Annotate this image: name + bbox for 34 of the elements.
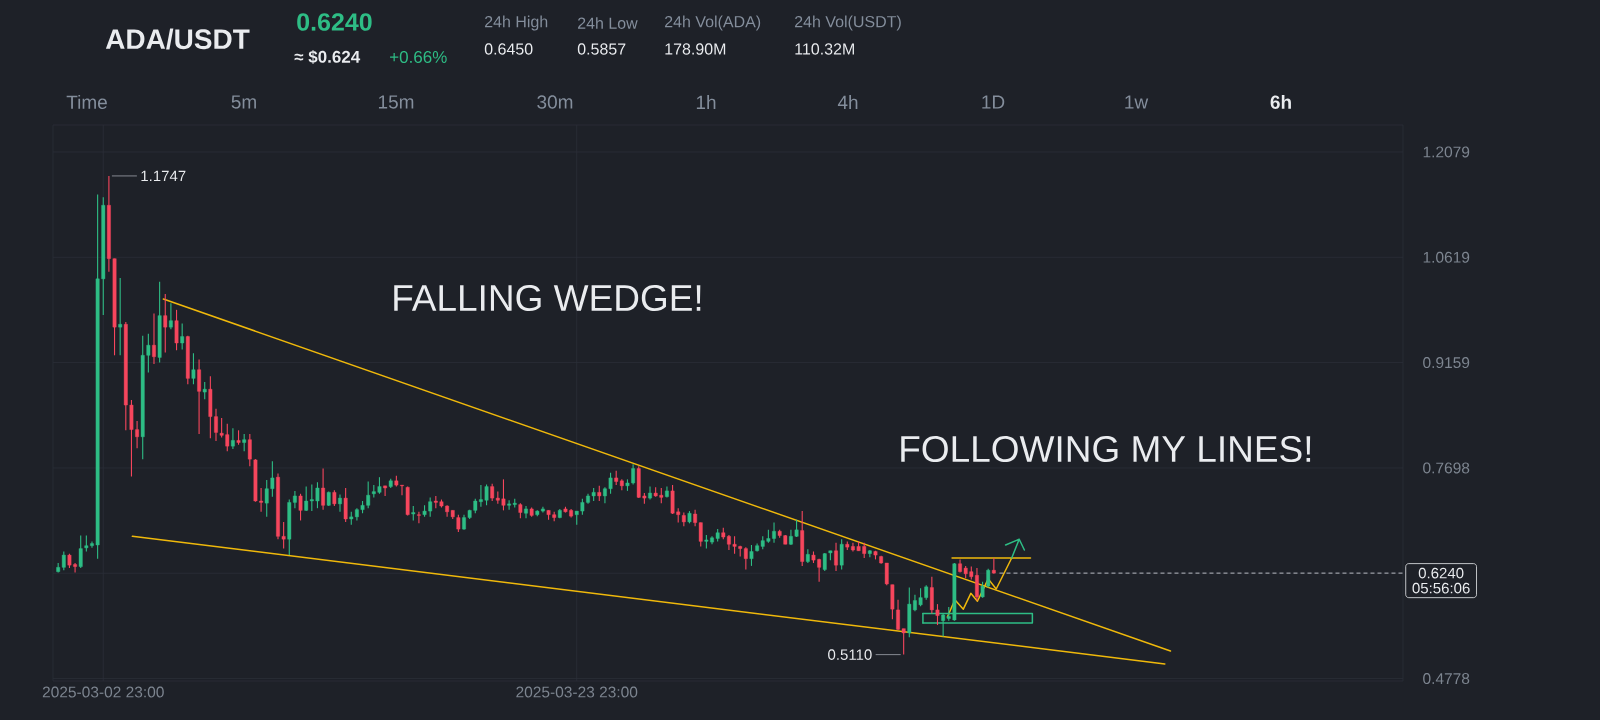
annotation: FALLING WEDGE!	[394, 284, 701, 312]
text: 178.90M	[665, 43, 726, 55]
text: +0.66%	[390, 50, 447, 64]
y-tick-label: 1.2079	[1423, 146, 1470, 158]
annotation: 1.1747	[141, 170, 186, 182]
text: 6h	[1270, 95, 1291, 109]
y-tick-label: 0.7698	[1423, 462, 1470, 474]
text: 4h	[837, 95, 858, 109]
chart-title: ADA/USDT	[105, 28, 250, 50]
annotation: 0.5110	[828, 649, 872, 660]
x-tick-label: 2025-03-23 23:00	[516, 686, 638, 698]
y-tick-label: 1.0619	[1423, 251, 1470, 263]
ref-line-label: 0.6240	[1418, 567, 1464, 579]
text: 0.5857	[577, 43, 626, 55]
text: 30m	[537, 95, 573, 109]
text: ≈ $0.624	[294, 50, 361, 64]
text: 5m	[231, 95, 256, 109]
text: 1w	[1125, 95, 1149, 109]
text: 0.6450	[484, 43, 533, 55]
text: 24h High	[485, 15, 548, 31]
text: 24h Vol(ADA)	[665, 15, 761, 31]
text: 05:56:06	[1412, 582, 1470, 594]
text: 1h	[696, 95, 716, 109]
text: 1D	[982, 95, 1005, 109]
text: 110.32M	[795, 43, 854, 55]
x-tick-label: 2025-03-02 23:00	[42, 686, 164, 698]
annotation: FOLLOWING MY LINES!	[901, 435, 1311, 463]
text: 24h Vol(USDT)	[795, 15, 901, 31]
y-tick-label: 0.4778	[1423, 673, 1470, 685]
text: 15m	[378, 95, 414, 109]
text: 0.6240	[297, 13, 372, 31]
text: Time	[66, 95, 107, 109]
text: 24h Low	[578, 17, 638, 29]
y-tick-label: 0.9159	[1423, 357, 1470, 369]
